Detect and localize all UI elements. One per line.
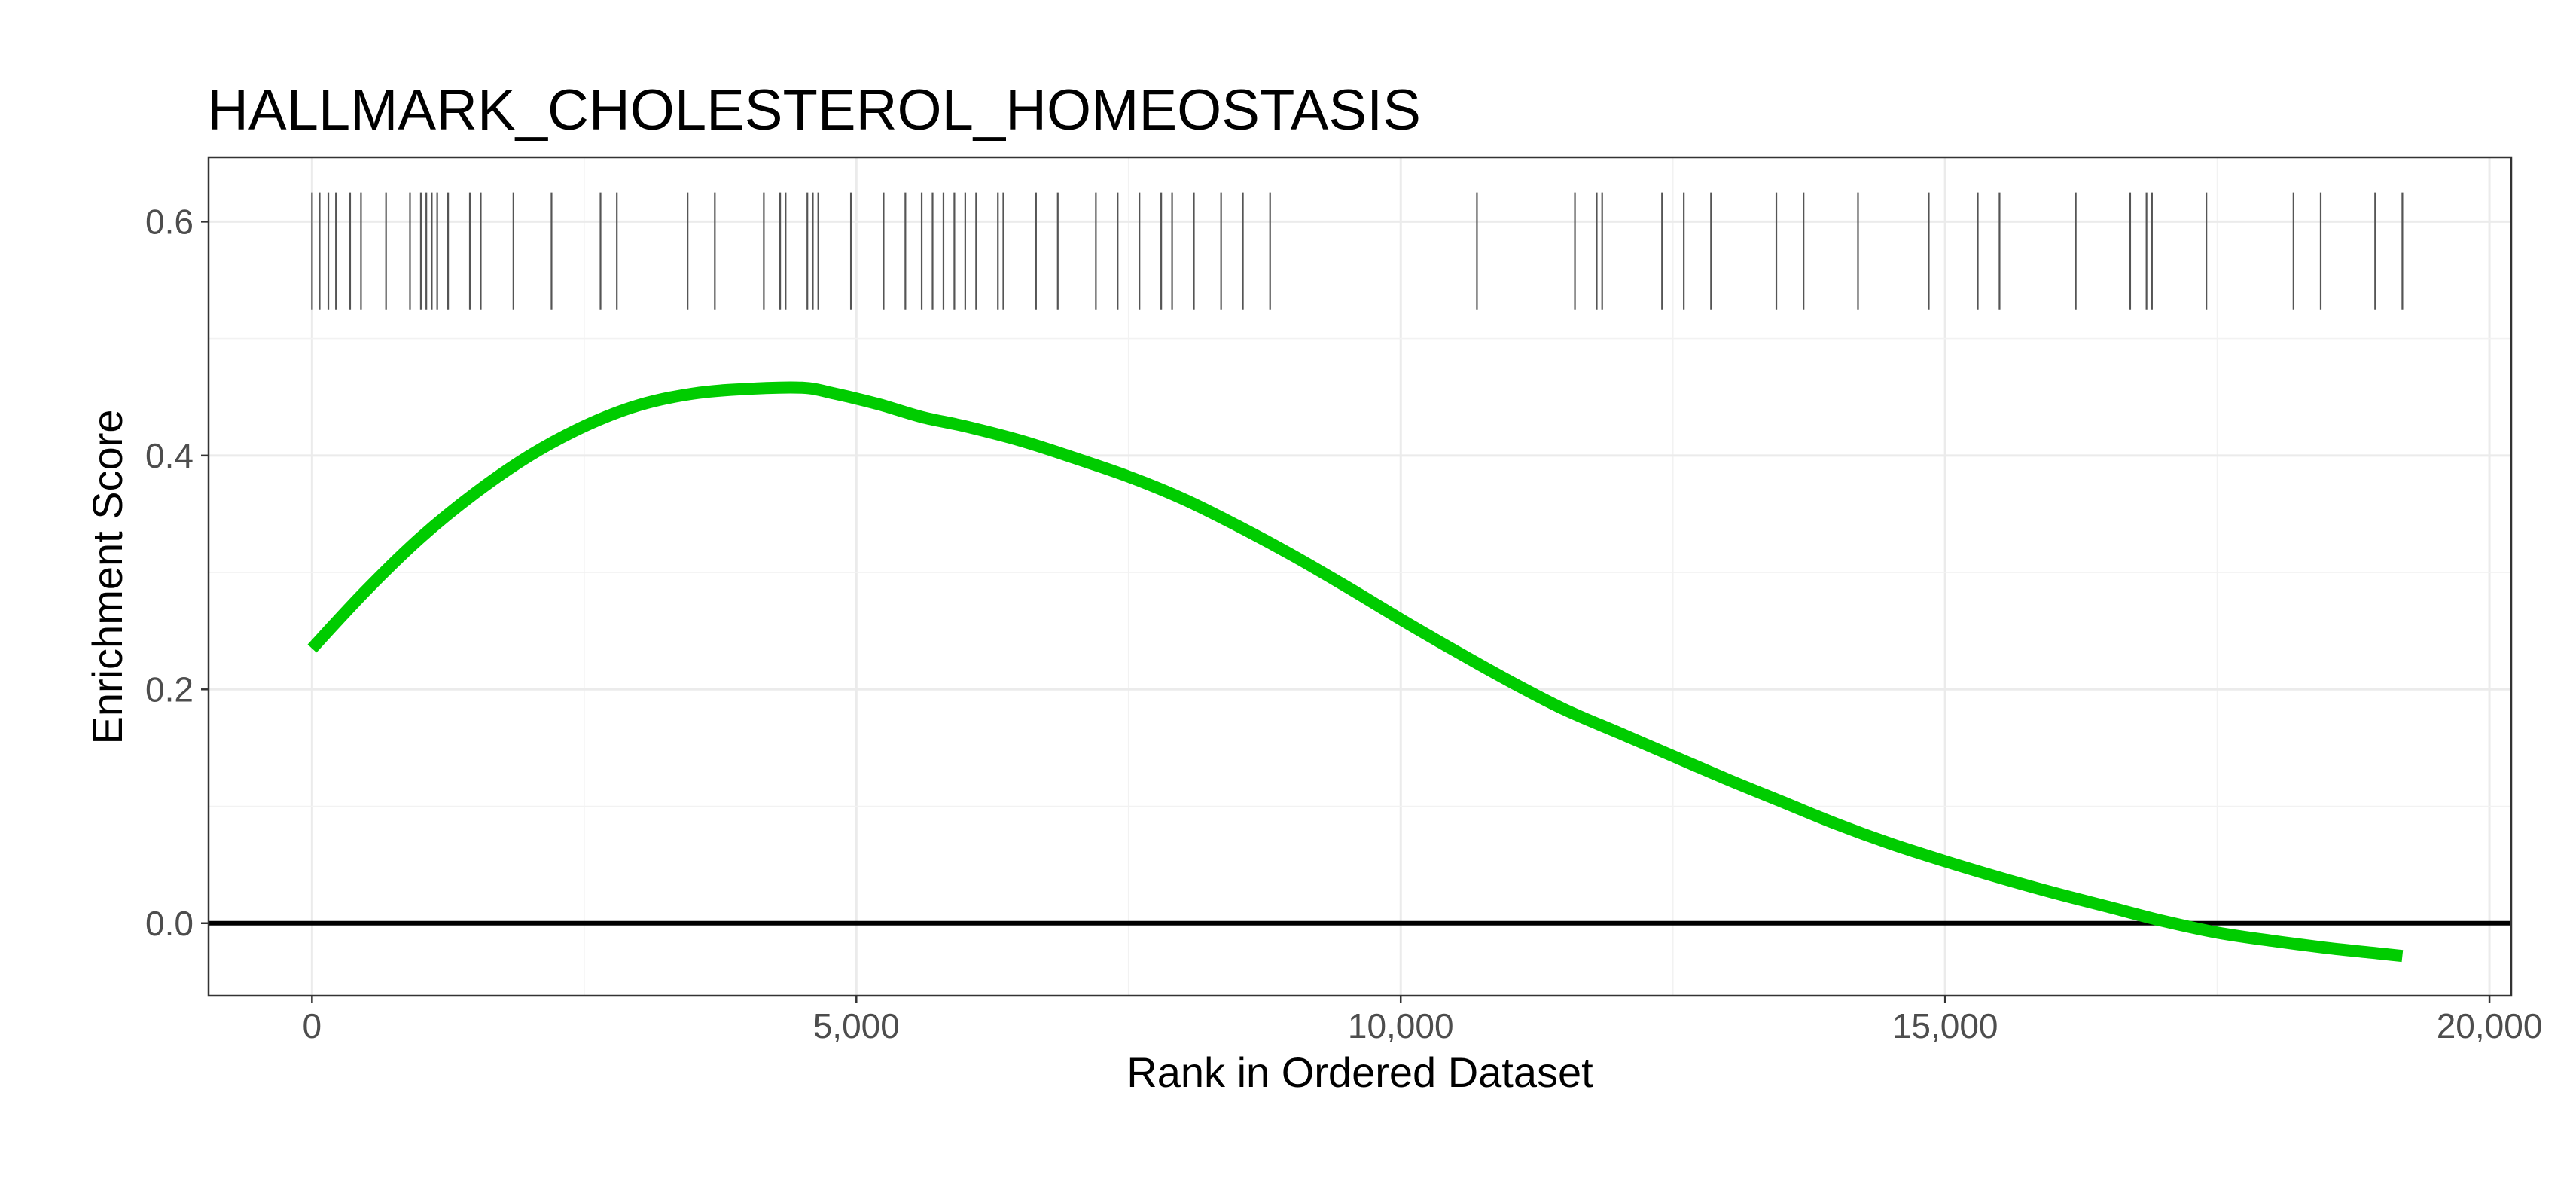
x-tick-label: 5,000 [813, 1006, 900, 1045]
x-axis-ticks: 0 5,000 10,000 15,000 20,000 [303, 996, 2543, 1045]
plot-border [207, 156, 2513, 997]
x-tick-label: 10,000 [1348, 1006, 1454, 1045]
y-tick-label: 0.6 [145, 202, 194, 241]
y-tick-label: 0.0 [145, 904, 194, 943]
y-axis-ticks: 0.0 0.2 0.4 0.6 [145, 202, 209, 943]
chart-title: HALLMARK_CHOLESTEROL_HOMEOSTASIS [207, 78, 1421, 142]
enrichment-score-line [307, 381, 2404, 963]
x-axis-title: Rank in Ordered Dataset [1126, 1048, 1593, 1096]
y-tick-label: 0.4 [145, 436, 194, 475]
gene-hit-ticks [311, 192, 2404, 310]
y-tick-label: 0.2 [145, 670, 194, 709]
plot-background [209, 157, 2511, 996]
y-axis-title: Enrichment Score [84, 409, 131, 744]
x-tick-label: 20,000 [2437, 1006, 2543, 1045]
x-tick-label: 0 [303, 1006, 322, 1045]
x-tick-label: 15,000 [1892, 1006, 1998, 1045]
